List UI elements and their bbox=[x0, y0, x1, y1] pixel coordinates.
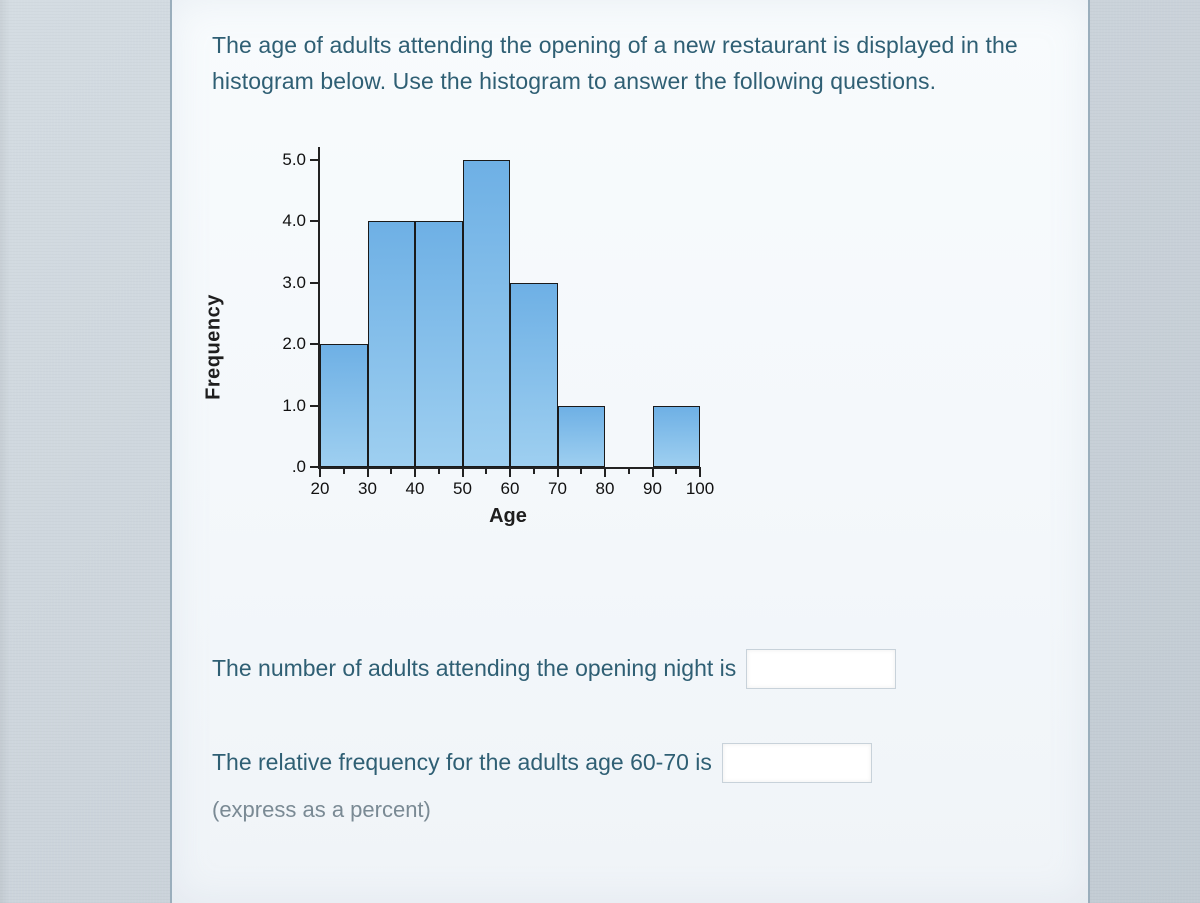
x-tick bbox=[509, 467, 511, 477]
histogram-bar bbox=[510, 283, 558, 468]
x-axis-label: Age bbox=[318, 505, 698, 528]
question-2-row: The relative frequency for the adults ag… bbox=[212, 743, 1048, 783]
x-tick-minor bbox=[390, 467, 392, 474]
y-tick-label: .0 bbox=[292, 457, 306, 477]
question-1-row: The number of adults attending the openi… bbox=[212, 649, 1048, 689]
histogram-bar bbox=[415, 221, 463, 467]
y-tick bbox=[310, 282, 320, 284]
question-2-note: (express as a percent) bbox=[212, 797, 1048, 823]
x-tick-label: 90 bbox=[643, 479, 662, 499]
y-tick-label: 2.0 bbox=[282, 334, 306, 354]
x-tick bbox=[652, 467, 654, 477]
histogram-bar bbox=[320, 344, 368, 467]
y-tick-label: 3.0 bbox=[282, 273, 306, 293]
x-tick-minor bbox=[675, 467, 677, 474]
y-axis-label: Frequency bbox=[203, 294, 226, 400]
x-tick-label: 20 bbox=[311, 479, 330, 499]
x-tick-minor bbox=[533, 467, 535, 474]
y-tick-label: 5.0 bbox=[282, 150, 306, 170]
question-1-text: The number of adults attending the openi… bbox=[212, 651, 736, 687]
screen-background: The age of adults attending the opening … bbox=[0, 0, 1200, 903]
histogram-bar bbox=[368, 221, 416, 467]
y-tick bbox=[310, 159, 320, 161]
x-tick-minor bbox=[628, 467, 630, 474]
histogram-bar bbox=[558, 406, 606, 468]
x-tick-minor bbox=[485, 467, 487, 474]
question-panel: The age of adults attending the opening … bbox=[170, 0, 1090, 903]
x-tick bbox=[604, 467, 606, 477]
x-tick-label: 40 bbox=[406, 479, 425, 499]
x-tick bbox=[462, 467, 464, 477]
x-tick bbox=[367, 467, 369, 477]
prompt-text: The age of adults attending the opening … bbox=[212, 28, 1048, 99]
x-tick bbox=[699, 467, 701, 477]
x-tick-label: 60 bbox=[501, 479, 520, 499]
histogram-container: Frequency .01.02.03.04.05.02030405060708… bbox=[232, 137, 752, 557]
x-tick-minor bbox=[438, 467, 440, 474]
question-1-input[interactable] bbox=[746, 649, 896, 689]
x-tick-label: 100 bbox=[686, 479, 714, 499]
histogram-bar bbox=[463, 160, 511, 468]
y-tick bbox=[310, 405, 320, 407]
x-tick bbox=[557, 467, 559, 477]
x-tick-minor bbox=[580, 467, 582, 474]
x-tick-label: 30 bbox=[358, 479, 377, 499]
x-tick-label: 80 bbox=[596, 479, 615, 499]
y-tick bbox=[310, 343, 320, 345]
histogram-bar bbox=[653, 406, 701, 468]
x-tick bbox=[319, 467, 321, 477]
x-tick bbox=[414, 467, 416, 477]
histogram-plot-area: .01.02.03.04.05.02030405060708090100 bbox=[318, 147, 700, 469]
y-tick-label: 4.0 bbox=[282, 211, 306, 231]
question-2-text: The relative frequency for the adults ag… bbox=[212, 745, 712, 781]
y-tick-label: 1.0 bbox=[282, 396, 306, 416]
left-edge-shadow bbox=[0, 0, 10, 903]
x-tick-label: 50 bbox=[453, 479, 472, 499]
question-2-input[interactable] bbox=[722, 743, 872, 783]
x-tick-minor bbox=[343, 467, 345, 474]
y-tick bbox=[310, 220, 320, 222]
x-tick-label: 70 bbox=[548, 479, 567, 499]
